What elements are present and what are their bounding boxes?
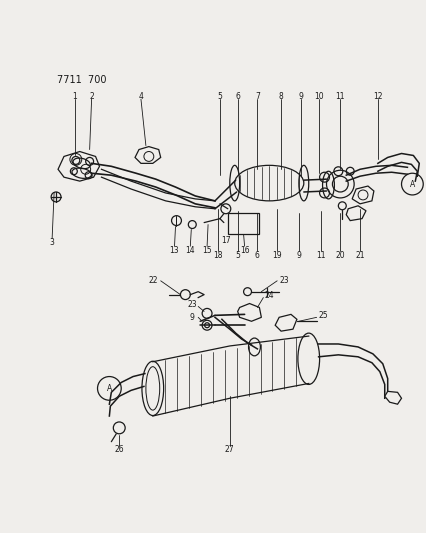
Text: 7: 7 xyxy=(254,92,259,101)
Text: 9: 9 xyxy=(296,251,301,260)
Text: 9: 9 xyxy=(298,92,302,101)
Text: 11: 11 xyxy=(335,92,344,101)
Text: 6: 6 xyxy=(235,92,239,101)
Text: 15: 15 xyxy=(202,246,211,255)
Text: 5: 5 xyxy=(235,251,239,260)
Text: 27: 27 xyxy=(225,445,234,454)
Text: 20: 20 xyxy=(335,251,344,260)
Text: A: A xyxy=(106,384,112,393)
Text: 22: 22 xyxy=(148,276,157,285)
Text: 26: 26 xyxy=(114,445,124,454)
Text: 2: 2 xyxy=(89,92,94,101)
Text: 11: 11 xyxy=(315,251,325,260)
Text: 19: 19 xyxy=(272,251,281,260)
Text: 10: 10 xyxy=(313,92,322,101)
Text: 5: 5 xyxy=(217,92,222,101)
Text: 13: 13 xyxy=(169,246,179,255)
Text: 16: 16 xyxy=(239,246,249,255)
Text: 8: 8 xyxy=(278,92,283,101)
Text: 12: 12 xyxy=(372,92,382,101)
Text: 14: 14 xyxy=(185,246,195,255)
Text: 3: 3 xyxy=(49,238,55,247)
Text: A: A xyxy=(409,180,414,189)
Text: 21: 21 xyxy=(354,251,364,260)
Text: 17: 17 xyxy=(221,236,230,245)
Text: 24: 24 xyxy=(264,291,273,300)
Text: 4: 4 xyxy=(138,92,143,101)
Polygon shape xyxy=(384,391,400,404)
Text: 7711  700: 7711 700 xyxy=(57,75,106,85)
Text: 23: 23 xyxy=(187,300,197,309)
Text: 25: 25 xyxy=(318,311,328,320)
Text: 23: 23 xyxy=(279,276,288,285)
Text: 6: 6 xyxy=(254,251,259,260)
Text: 1: 1 xyxy=(72,92,77,101)
Text: 18: 18 xyxy=(213,251,222,260)
Text: 9: 9 xyxy=(190,313,194,322)
